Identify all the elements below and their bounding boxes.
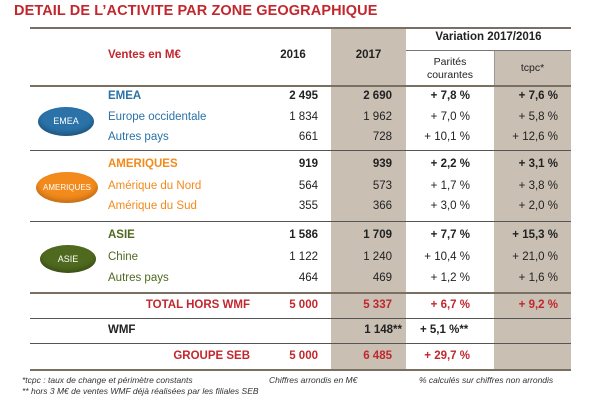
asie-tcpc: + 15,3 % [512, 229, 558, 241]
asie-parites: + 7,7 % [430, 229, 470, 241]
emea-autres-pays-tcpc: + 12,6 % [512, 131, 558, 143]
amerique-du-sud-2016: 355 [298, 200, 318, 212]
footnote-wmf: ** hors 3 M€ de ventes WMF déjà réalisée… [22, 386, 259, 396]
chine-label: Chine [108, 251, 139, 263]
total-hors-wmf-2016: 5 000 [289, 299, 318, 311]
europe-occidentale-2016: 1 834 [289, 111, 318, 123]
amerique-du-nord-2017: 573 [372, 180, 392, 192]
emea-parites: + 7,8 % [430, 90, 470, 102]
groupe-seb-2017: 6 485 [363, 350, 392, 362]
ameriques-parites: + 2,2 % [430, 158, 470, 170]
asie-autres-pays-2016: 464 [298, 272, 318, 284]
europe-occidentale-label: Europe occidentale [108, 111, 207, 123]
asie-badge: ASIE [40, 245, 96, 273]
europe-occidentale-2017: 1 962 [363, 111, 392, 123]
asie-autres-pays-parites: + 1,2 % [430, 272, 470, 284]
wmf-2017: 1 148** [364, 324, 402, 336]
asie-2017: 1 709 [363, 229, 392, 241]
emea-autres-pays-parites: + 10,1 % [424, 131, 470, 143]
asie-badge-label: ASIE [57, 254, 79, 264]
amerique-du-nord-parites: + 1,7 % [430, 180, 470, 192]
emea-label: EMEA [108, 90, 142, 102]
asie-label: ASIE [108, 229, 135, 241]
amerique-du-nord-label: Amérique du Nord [108, 180, 202, 192]
chine-2016: 1 122 [289, 251, 318, 263]
col-tcpc-shade [494, 51, 571, 369]
wmf-label: WMF [108, 324, 136, 336]
rule-wmf-bottom [30, 343, 571, 344]
emea-autres-pays-label: Autres pays [108, 131, 169, 143]
asie-autres-pays-tcpc: + 1,6 % [518, 272, 558, 284]
ameriques-badge: AMERIQUES [36, 172, 98, 203]
emea-autres-pays-2017: 728 [372, 131, 392, 143]
emea-tcpc: + 7,6 % [518, 90, 558, 102]
groupe-seb-label: GROUPE SEB [173, 350, 250, 362]
europe-occidentale-tcpc: + 5,8 % [518, 111, 558, 123]
asie-2016: 1 586 [289, 229, 318, 241]
emea-badge-label: EMEA [53, 116, 79, 126]
chine-parites: + 10,4 % [424, 251, 470, 263]
rule-asie-bottom [30, 292, 571, 294]
amerique-du-nord-2016: 564 [298, 180, 318, 192]
rule-variation-sub [406, 50, 571, 51]
amerique-du-sud-parites: + 3,0 % [430, 200, 470, 212]
asie-autres-pays-label: Autres pays [108, 272, 169, 284]
emea-2016: 2 495 [289, 90, 318, 102]
ameriques-2017: 939 [372, 158, 392, 170]
rule-ameriques-bottom [30, 221, 571, 222]
header-2016: 2016 [280, 49, 306, 61]
ameriques-tcpc: + 3,1 % [518, 158, 558, 170]
europe-occidentale-parites: + 7,0 % [430, 111, 470, 123]
emea-2017: 2 690 [363, 90, 392, 102]
header-parites-1: Parités [433, 56, 467, 68]
header-parites-2: courantes [426, 69, 474, 81]
rule-header-bottom [30, 85, 571, 87]
amerique-du-sud-label: Amérique du Sud [108, 200, 197, 212]
wmf-parites: + 5,1 %** [420, 324, 469, 336]
asie-autres-pays-2017: 469 [372, 272, 392, 284]
rule-bottom [30, 369, 571, 371]
rule-emea-bottom [30, 150, 571, 151]
footnote-calcules: % calculés sur chiffres non arrondis [419, 375, 554, 385]
chine-2017: 1 240 [363, 251, 392, 263]
rule-top [30, 27, 571, 29]
emea-badge: EMEA [38, 107, 94, 136]
chine-tcpc: + 21,0 % [512, 251, 558, 263]
ameriques-badge-label: AMERIQUES [42, 183, 91, 192]
total-hors-wmf-2017: 5 337 [363, 299, 392, 311]
header-2017: 2017 [355, 49, 382, 61]
footnote-arrondis: Chiffres arrondis en M€ [269, 375, 358, 385]
ameriques-2016: 919 [298, 158, 318, 170]
footnote-tcpc: *tcpc : taux de change et périmètre cons… [22, 375, 193, 385]
groupe-seb-parites: + 29,7 % [424, 350, 470, 362]
header-ventes: Ventes en M€ [108, 49, 181, 61]
col-2017-shade [331, 28, 406, 369]
total-hors-wmf-tcpc: + 9,2 % [518, 299, 558, 311]
header-tcpc: tcpc* [520, 62, 545, 74]
rule-total-bottom [30, 318, 571, 319]
total-hors-wmf-parites: + 6,7 % [430, 299, 470, 311]
emea-autres-pays-2016: 661 [298, 131, 318, 143]
groupe-seb-2016: 5 000 [289, 350, 318, 362]
header-variation: Variation 2017/2016 [435, 31, 542, 43]
amerique-du-sud-2017: 366 [372, 200, 392, 212]
total-hors-wmf-label: TOTAL HORS WMF [145, 299, 250, 311]
page-title: DETAIL DE L’ACTIVITE PAR ZONE GEOGRAPHIQ… [14, 3, 378, 19]
amerique-du-sud-tcpc: + 2,0 % [518, 200, 558, 212]
ameriques-label: AMERIQUES [108, 158, 178, 170]
rule-variation-divider [494, 51, 495, 85]
amerique-du-nord-tcpc: + 3,8 % [518, 180, 558, 192]
